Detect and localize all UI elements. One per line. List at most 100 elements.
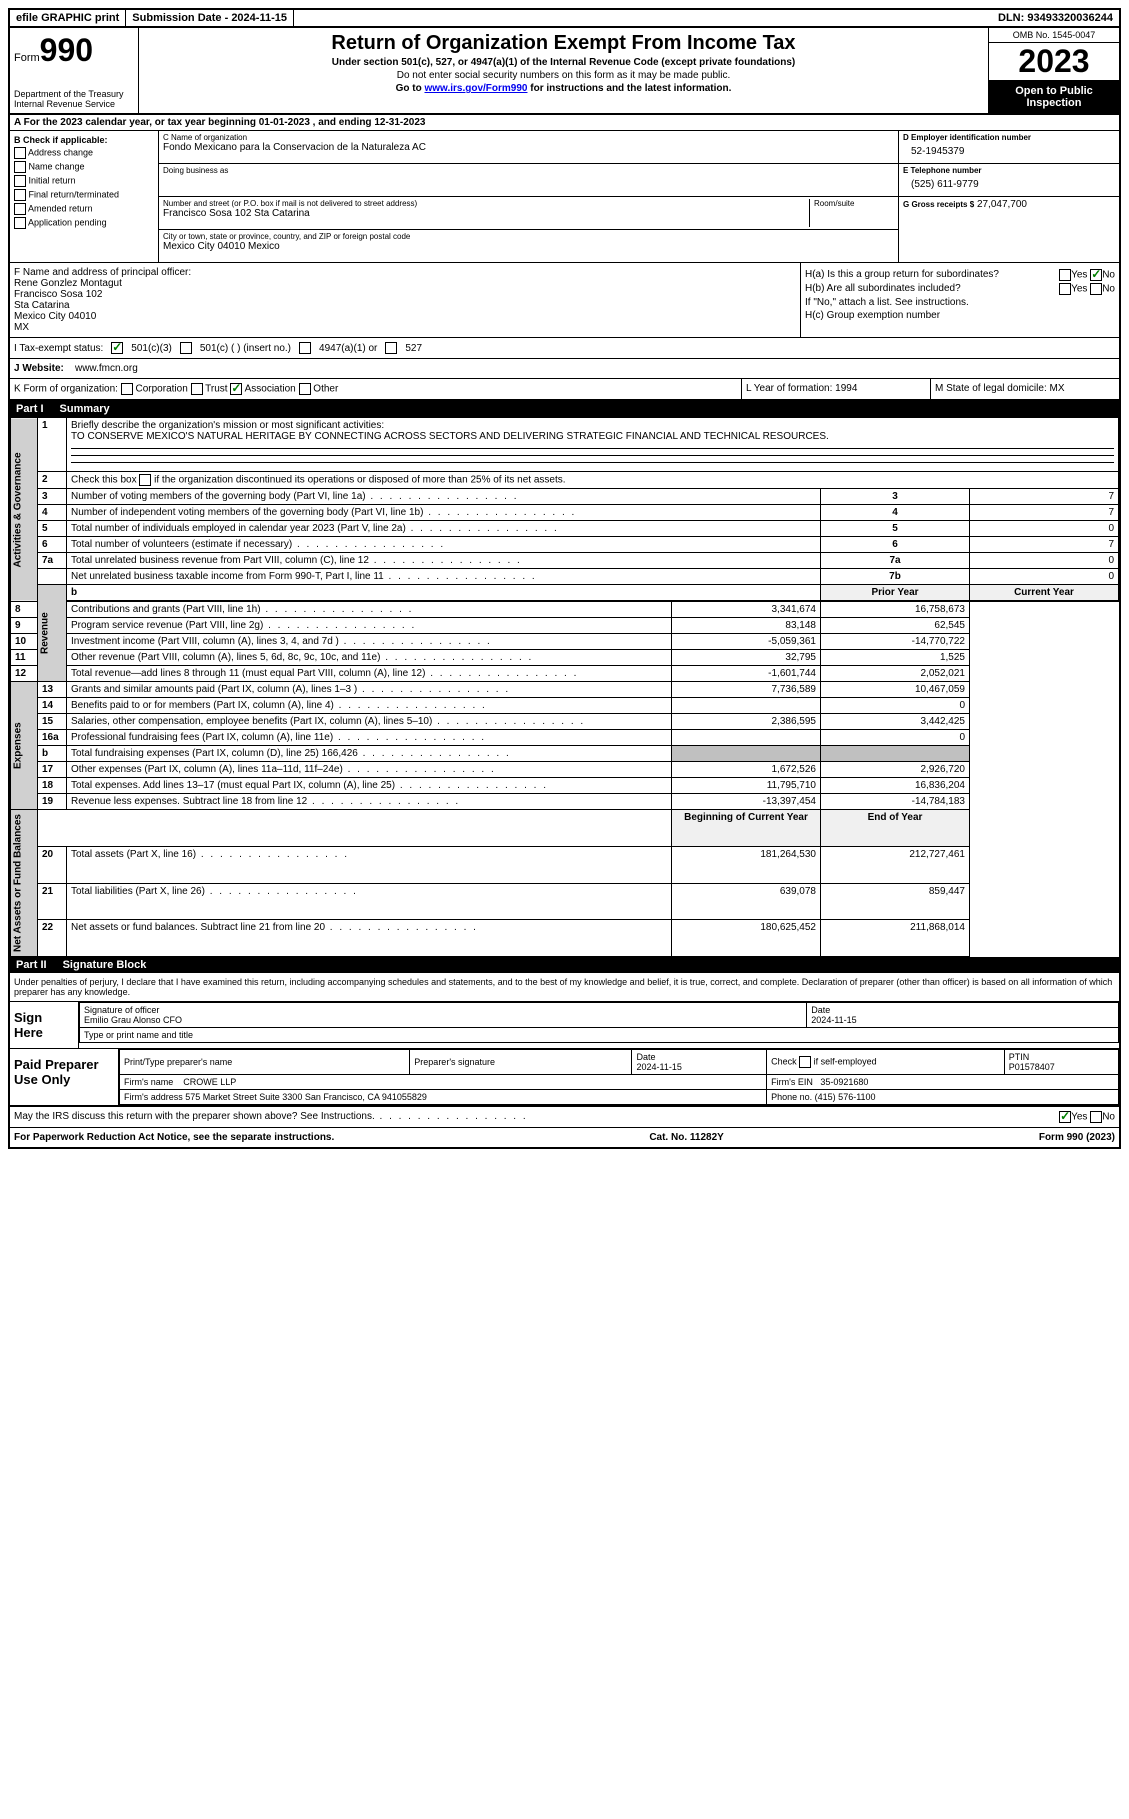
dba-label: Doing business as	[163, 166, 894, 175]
ha-no[interactable]	[1090, 269, 1102, 281]
ein-label: D Employer identification number	[903, 133, 1115, 142]
dln-label: DLN: 93493320036244	[992, 10, 1119, 26]
form-header: Form990 Department of the Treasury Inter…	[10, 28, 1119, 115]
cb-4947[interactable]	[299, 342, 311, 354]
officer-label: F Name and address of principal officer:	[14, 267, 796, 278]
tax-exempt-row: I Tax-exempt status: 501(c)(3) 501(c) ( …	[10, 338, 1119, 359]
sign-here-label: Sign Here	[10, 1002, 79, 1048]
website-label: J Website:	[14, 363, 64, 374]
form-title: Return of Organization Exempt From Incom…	[143, 32, 984, 55]
line1-label: Briefly describe the organization's miss…	[71, 420, 384, 431]
prep-name-label: Print/Type preparer's name	[120, 1050, 410, 1075]
form-subtitle-1: Under section 501(c), 527, or 4947(a)(1)…	[143, 57, 984, 68]
form-ref: Form 990 (2023)	[1039, 1132, 1115, 1143]
cb-501c[interactable]	[180, 342, 192, 354]
discuss-row: May the IRS discuss this return with the…	[10, 1107, 1119, 1128]
tax-year: 2023	[989, 43, 1119, 81]
firm-name: CROWE LLP	[183, 1077, 236, 1087]
column-c: C Name of organization Fondo Mexicano pa…	[159, 131, 899, 262]
hc-label: H(c) Group exemption number	[805, 310, 1115, 321]
begin-year-header: Beginning of Current Year	[672, 810, 821, 847]
form-subtitle-2: Do not enter social security numbers on …	[143, 70, 984, 81]
l-year-formation: L Year of formation: 1994	[742, 379, 931, 399]
part1-header: Part I Summary	[10, 401, 1119, 417]
checkbox-address-change[interactable]	[14, 147, 26, 159]
form-label: Form	[14, 52, 40, 64]
street-value: Francisco Sosa 102 Sta Catarina	[163, 208, 805, 219]
discuss-text: May the IRS discuss this return with the…	[14, 1111, 528, 1123]
form-container: efile GRAPHIC print Submission Date - 20…	[8, 8, 1121, 1149]
submission-date: Submission Date - 2024-11-15	[126, 10, 294, 26]
omb-number: OMB No. 1545-0047	[989, 28, 1119, 43]
cb-corp[interactable]	[121, 383, 133, 395]
cb-trust[interactable]	[191, 383, 203, 395]
header-right: OMB No. 1545-0047 2023 Open to Public In…	[988, 28, 1119, 113]
phone-label: E Telephone number	[903, 166, 1115, 175]
hb-yes[interactable]	[1059, 283, 1071, 295]
row-a-tax-year: A For the 2023 calendar year, or tax yea…	[10, 115, 1119, 131]
officer-addr3: Mexico City 04010	[14, 311, 796, 322]
discuss-yes[interactable]	[1059, 1111, 1071, 1123]
sign-here-row: Sign Here Signature of officerEmilio Gra…	[10, 1002, 1119, 1049]
checkbox-initial-return[interactable]	[14, 175, 26, 187]
part1-title: Summary	[60, 403, 110, 415]
current-year-header: Current Year	[970, 585, 1119, 602]
inspection-label: Open to Public Inspection	[989, 81, 1119, 113]
hb-no[interactable]	[1090, 283, 1102, 295]
sig-date: 2024-11-15	[811, 1015, 856, 1025]
form-subtitle-3: Go to www.irs.gov/Form990 for instructio…	[143, 83, 984, 94]
cb-other[interactable]	[299, 383, 311, 395]
form-number-block: Form990	[14, 32, 134, 69]
dept-label: Department of the Treasury Internal Reve…	[14, 89, 134, 109]
top-bar: efile GRAPHIC print Submission Date - 20…	[10, 10, 1119, 28]
part1-num: Part I	[16, 403, 44, 415]
cb-discontinued[interactable]	[139, 474, 151, 486]
officer-title-label: Type or print name and title	[80, 1028, 1119, 1043]
discuss-no[interactable]	[1090, 1111, 1102, 1123]
checkbox-amended[interactable]	[14, 203, 26, 215]
cb-assoc[interactable]	[230, 383, 242, 395]
sig-officer-label: Signature of officer	[84, 1005, 159, 1015]
prior-year-header: Prior Year	[821, 585, 970, 602]
vert-netassets: Net Assets or Fund Balances	[11, 810, 38, 957]
officer-sig-name: Emilio Grau Alonso CFO	[84, 1015, 182, 1025]
prep-date: 2024-11-15	[636, 1062, 681, 1072]
officer-addr2: Sta Catarina	[14, 300, 796, 311]
section-fh: F Name and address of principal officer:…	[10, 263, 1119, 338]
ha-label: H(a) Is this a group return for subordin…	[805, 269, 999, 281]
ha-yes[interactable]	[1059, 269, 1071, 281]
part2-header: Part II Signature Block	[10, 957, 1119, 973]
header-center: Return of Organization Exempt From Incom…	[139, 28, 988, 113]
vert-revenue: Revenue	[38, 585, 67, 682]
footer-final: For Paperwork Reduction Act Notice, see …	[10, 1128, 1119, 1147]
checkbox-pending[interactable]	[14, 217, 26, 229]
hb-note: If "No," attach a list. See instructions…	[805, 297, 1115, 308]
officer-name: Rene Gonzlez Montagut	[14, 278, 796, 289]
cb-self-employed[interactable]	[799, 1056, 811, 1068]
m-state-domicile: M State of legal domicile: MX	[931, 379, 1119, 399]
city-label: City or town, state or province, country…	[163, 232, 894, 241]
irs-link[interactable]: www.irs.gov/Form990	[424, 83, 527, 94]
vert-expenses: Expenses	[11, 682, 38, 810]
paid-preparer-row: Paid Preparer Use Only Print/Type prepar…	[10, 1049, 1119, 1107]
firm-phone: (415) 576-1100	[815, 1092, 876, 1102]
cb-501c3[interactable]	[111, 342, 123, 354]
k-label: K Form of organization:	[14, 384, 118, 395]
checkbox-final-return[interactable]	[14, 189, 26, 201]
part2-title: Signature Block	[63, 959, 147, 971]
checkbox-name-change[interactable]	[14, 161, 26, 173]
org-name: Fondo Mexicano para la Conservacion de l…	[163, 142, 894, 153]
header-left: Form990 Department of the Treasury Inter…	[10, 28, 139, 113]
cb-527[interactable]	[385, 342, 397, 354]
city-value: Mexico City 04010 Mexico	[163, 241, 894, 252]
phone-value: (525) 611-9779	[903, 175, 1115, 194]
form-number: 990	[40, 32, 93, 68]
paperwork-notice: For Paperwork Reduction Act Notice, see …	[14, 1132, 334, 1143]
gross-label: G Gross receipts $	[903, 200, 974, 209]
penalties-text: Under penalties of perjury, I declare th…	[10, 973, 1119, 1002]
hb-label: H(b) Are all subordinates included?	[805, 283, 961, 295]
room-label: Room/suite	[814, 199, 894, 208]
cat-no: Cat. No. 11282Y	[649, 1132, 723, 1143]
paid-prep-label: Paid Preparer Use Only	[10, 1049, 119, 1105]
org-name-label: C Name of organization	[163, 133, 894, 142]
